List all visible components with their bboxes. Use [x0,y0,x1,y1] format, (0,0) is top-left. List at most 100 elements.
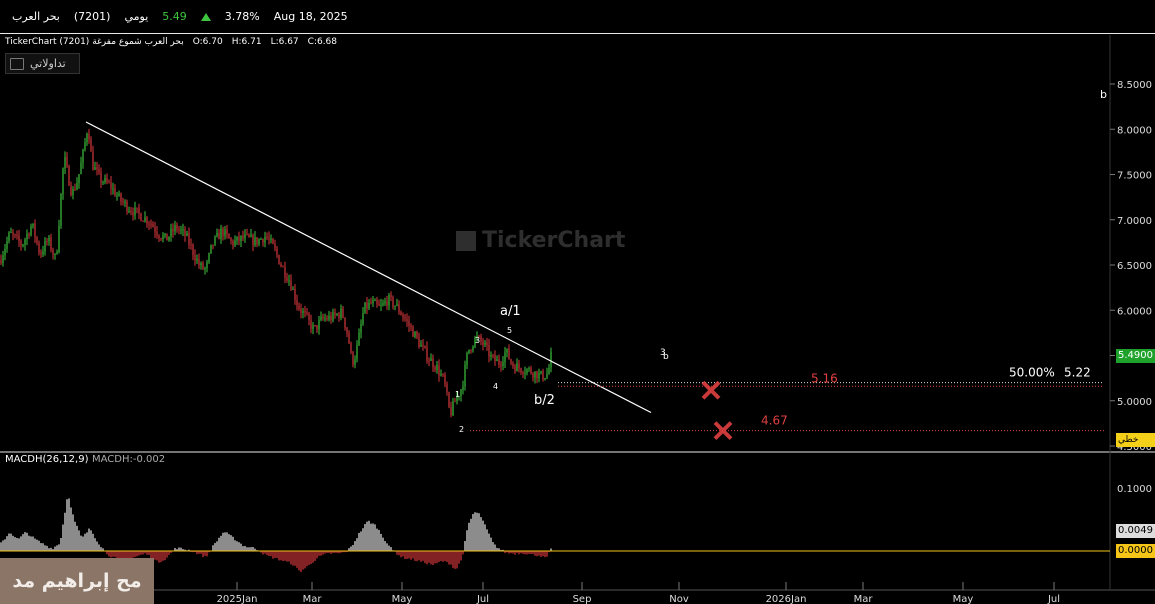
candle-body [308,313,310,320]
candle-body [194,255,196,261]
candle-body [212,244,214,246]
candle-body [172,228,174,232]
candle-body [520,368,522,373]
candle-body [378,303,380,306]
change-percent: 3.78% [224,10,260,23]
candle-body [164,233,166,236]
candle-body [346,327,348,334]
candle-body [46,241,48,243]
candle-body [280,264,282,267]
candle-body [320,316,322,320]
candle-body [370,302,372,304]
period-label[interactable]: يومي [124,10,149,23]
candle-body [112,188,114,190]
candle-body [508,348,510,360]
candle-body [496,359,498,362]
candle-body [470,349,472,351]
candle-body [104,177,106,183]
candle-body [262,238,264,243]
candle-body [158,235,160,239]
candle-body [518,363,520,369]
candle-body [408,320,410,326]
tadawulaty-label: تداولاتي [30,57,66,70]
x-target-icon [701,380,721,400]
candle-body [356,345,358,360]
tadawulaty-badge[interactable]: تداولاتي [5,53,80,74]
candle-body [166,233,168,241]
candle-body [176,224,178,230]
candle-body [90,139,92,152]
candle-body [154,227,156,232]
candle-body [32,223,34,227]
candle-body [266,236,268,238]
y-tick-label: 7.0000 [1117,216,1152,227]
candle-body [0,260,2,264]
candle-body [80,162,82,175]
candle-body [30,226,32,236]
candle-body [512,363,514,367]
candle-body [56,252,58,254]
candle-body [504,352,506,363]
future-wave-label: 3 [660,348,666,358]
candle-body [198,259,200,266]
candle-body [228,233,230,239]
candle-body [342,308,344,318]
candle-body [420,344,422,347]
candle-body [152,223,154,228]
candle-body [84,142,86,150]
candle-body [452,401,454,416]
candle-body [88,133,90,140]
wave-label: 1 [455,390,460,399]
x-tick-label: 2025Jan [217,594,258,604]
candle-body [390,295,392,298]
candle-body [148,223,150,225]
candle-body [536,371,538,379]
candle-body [276,248,278,256]
candle-body [288,280,290,282]
current-price-tag: 5.4900 [1116,349,1155,363]
candle-body [208,253,210,262]
candle-body [274,243,276,249]
candle-body [4,248,6,256]
wave-label: 5 [507,326,512,335]
candle-body [142,220,144,222]
candle-body [196,259,198,261]
candle-body [458,396,460,398]
candle-body [516,363,518,372]
candle-body [426,347,428,361]
candle-body [394,305,396,307]
header-date: Aug 18, 2025 [273,10,348,23]
candle-body [532,373,534,378]
candle-body [98,169,100,173]
wave-label: b/2 [534,393,555,408]
candle-body [476,335,478,338]
candle-body [156,231,158,236]
candle-body [146,217,148,224]
candle-body [268,237,270,240]
candle-body [388,295,390,306]
candle-body [402,315,404,318]
candle-body [70,185,72,196]
candle-body [214,236,216,245]
candle-body [16,234,18,236]
symbol-code: (7201) [73,10,111,23]
trend-tag: خطي [1116,433,1155,447]
candle-body [160,238,162,240]
low-value: L:6.67 [270,37,299,47]
candle-body [314,325,316,327]
candle-body [534,371,536,378]
y-tick-label: 6.0000 [1117,306,1152,317]
wave-label: 2 [459,425,464,434]
candle-body [436,365,438,370]
candle-body [298,305,300,310]
wave-label: a/1 [500,304,521,319]
candle-body [284,267,286,278]
candle-body [326,318,328,320]
candle-body [454,401,456,403]
candle-body [94,167,96,170]
candle-body [522,372,524,374]
candle-body [382,303,384,306]
candle-body [438,365,440,376]
candle-body [502,362,504,366]
